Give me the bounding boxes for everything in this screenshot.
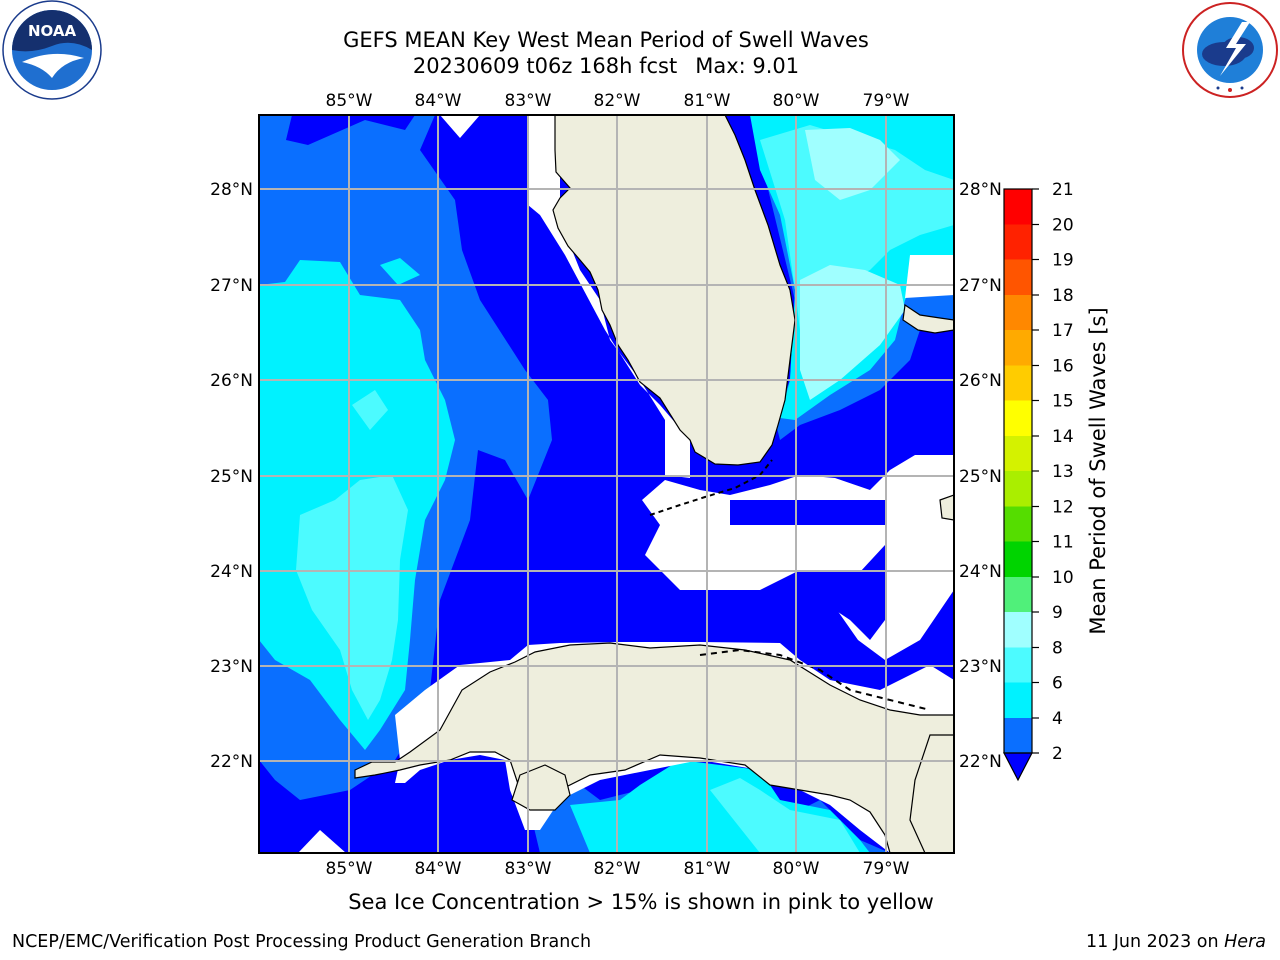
host-text: Hera (1224, 932, 1266, 952)
date-footer: 11 Jun 2023 on Hera (1086, 932, 1266, 952)
lat-label-right: 27°N (959, 276, 1002, 296)
mask-gulf-north (440, 115, 480, 138)
cb-tick-label: 16 (1052, 357, 1074, 377)
cb-tick-label: 14 (1052, 427, 1074, 447)
cb-tick-label: 11 (1052, 533, 1074, 553)
cb-tick-label: 9 (1052, 603, 1063, 623)
cb-seg-13-14 (1004, 436, 1032, 471)
lon-label-bottom: 83°W (505, 859, 552, 879)
cb-seg-19-20 (1004, 224, 1032, 260)
lat-label-left: 28°N (210, 180, 253, 200)
cb-tick-label: 15 (1052, 392, 1074, 412)
lon-label-bottom: 81°W (684, 859, 731, 879)
cb-tick-label: 12 (1052, 498, 1074, 518)
mask-straits-ocean (800, 545, 885, 640)
florida-keys (649, 459, 773, 516)
cb-seg-12-13 (1004, 471, 1032, 507)
cb-seg-11-12 (1004, 506, 1032, 542)
isle-of-youth (511, 764, 571, 811)
lat-label-right: 26°N (959, 371, 1002, 391)
cb-tick-label: 18 (1052, 286, 1074, 306)
noaa-logo-text: NOAA (28, 22, 77, 40)
lat-label-right: 28°N (959, 180, 1002, 200)
cb-seg-14-15 (1004, 400, 1032, 436)
cuba-north-cays (699, 648, 931, 711)
lat-label-left: 27°N (210, 276, 253, 296)
cb-seg-18-19 (1004, 259, 1032, 295)
period-9-10-east (805, 128, 900, 200)
hispaniola-edge (909, 734, 954, 853)
lat-label-right: 23°N (959, 657, 1002, 677)
graticule (259, 115, 954, 853)
lon-label-top: 85°W (326, 91, 373, 111)
cb-tick-label: 2 (1052, 744, 1063, 764)
andros-land (939, 494, 954, 521)
cb-extend-arrow (1003, 752, 1033, 782)
cb-seg-15-16 (1004, 365, 1032, 401)
lat-label-right: 25°N (959, 467, 1002, 487)
colorbar-label: Mean Period of Swell Waves [s] (1086, 307, 1110, 634)
noaa-logo: NOAA (2, 0, 102, 100)
lat-label-left: 25°N (210, 467, 253, 487)
period-9-10-east-2 (800, 265, 905, 400)
lat-label-left: 22°N (210, 752, 253, 772)
cb-seg-16-17 (1004, 330, 1032, 366)
cb-seg-6-8 (1004, 647, 1032, 683)
forecast-label: 20230609 t06z 168h fcst (412, 54, 678, 78)
lat-label-right: 24°N (959, 562, 1002, 582)
nws-logo (1180, 0, 1280, 100)
cb-seg-20-21 (1004, 189, 1032, 225)
cb-seg-10-11 (1004, 541, 1032, 577)
period-8-9-west (296, 475, 408, 720)
lon-label-top: 82°W (594, 91, 641, 111)
lon-label-bottom: 80°W (773, 859, 820, 879)
lon-label-top: 83°W (505, 91, 552, 111)
max-value-label: Max: 9.01 (695, 54, 800, 78)
lat-label-left: 24°N (210, 562, 253, 582)
lon-label-top: 81°W (684, 91, 731, 111)
map-area (259, 115, 954, 853)
period-8-9-west-upper (352, 390, 388, 430)
cb-tick-label: 19 (1052, 251, 1074, 271)
lon-label-bottom: 79°W (863, 859, 910, 879)
cb-seg-9-10 (1004, 577, 1032, 612)
cb-tick-label: 17 (1052, 321, 1074, 341)
colorbar: 21 20 19 18 17 16 15 14 13 12 11 10 9 8 … (1003, 180, 1110, 782)
lon-label-bottom: 82°W (594, 859, 641, 879)
cb-seg-4-6 (1004, 682, 1032, 718)
producer-footer: NCEP/EMC/Verification Post Processing Pr… (12, 932, 592, 952)
lat-label-right: 22°N (959, 752, 1002, 772)
cb-tick-label: 21 (1052, 180, 1074, 200)
cb-tick-label: 6 (1052, 674, 1063, 694)
period-6-8-upper (380, 258, 420, 285)
mask-keys-ocean (730, 500, 885, 525)
lon-label-top: 79°W (863, 91, 910, 111)
cb-tick-label: 10 (1052, 568, 1074, 588)
map-frame (258, 114, 955, 854)
period-8-9-south (710, 778, 860, 853)
chart-title: GEFS MEAN Key West Mean Period of Swell … (343, 28, 869, 52)
cb-seg-17-18 (1004, 295, 1032, 330)
mask-florida-west (528, 115, 690, 478)
chart-subtitle: 20230609 t06z 168h fcst Max: 9.01 (256, 53, 956, 79)
cb-tick-label: 4 (1052, 709, 1063, 729)
lon-label-bottom: 85°W (326, 859, 373, 879)
lon-label-top: 84°W (415, 91, 462, 111)
sea-ice-note: Sea Ice Concentration > 15% is shown in … (348, 890, 934, 914)
cb-seg-8-9 (1004, 612, 1032, 648)
cb-tick-label: 13 (1052, 462, 1074, 482)
florida-land (552, 115, 796, 466)
bahamas-land (902, 303, 954, 334)
cb-tick-label: 20 (1052, 216, 1074, 236)
cb-tick-label: 8 (1052, 639, 1063, 659)
lon-label-bottom: 84°W (415, 859, 462, 879)
mask-cuba-sw (298, 830, 346, 853)
lon-label-top: 80°W (773, 91, 820, 111)
lat-label-left: 23°N (210, 657, 253, 677)
cb-seg-2-4 (1004, 718, 1032, 753)
date-text: 11 Jun 2023 on (1085, 932, 1225, 952)
lat-label-left: 26°N (210, 371, 253, 391)
mask-se-coast (905, 255, 954, 298)
